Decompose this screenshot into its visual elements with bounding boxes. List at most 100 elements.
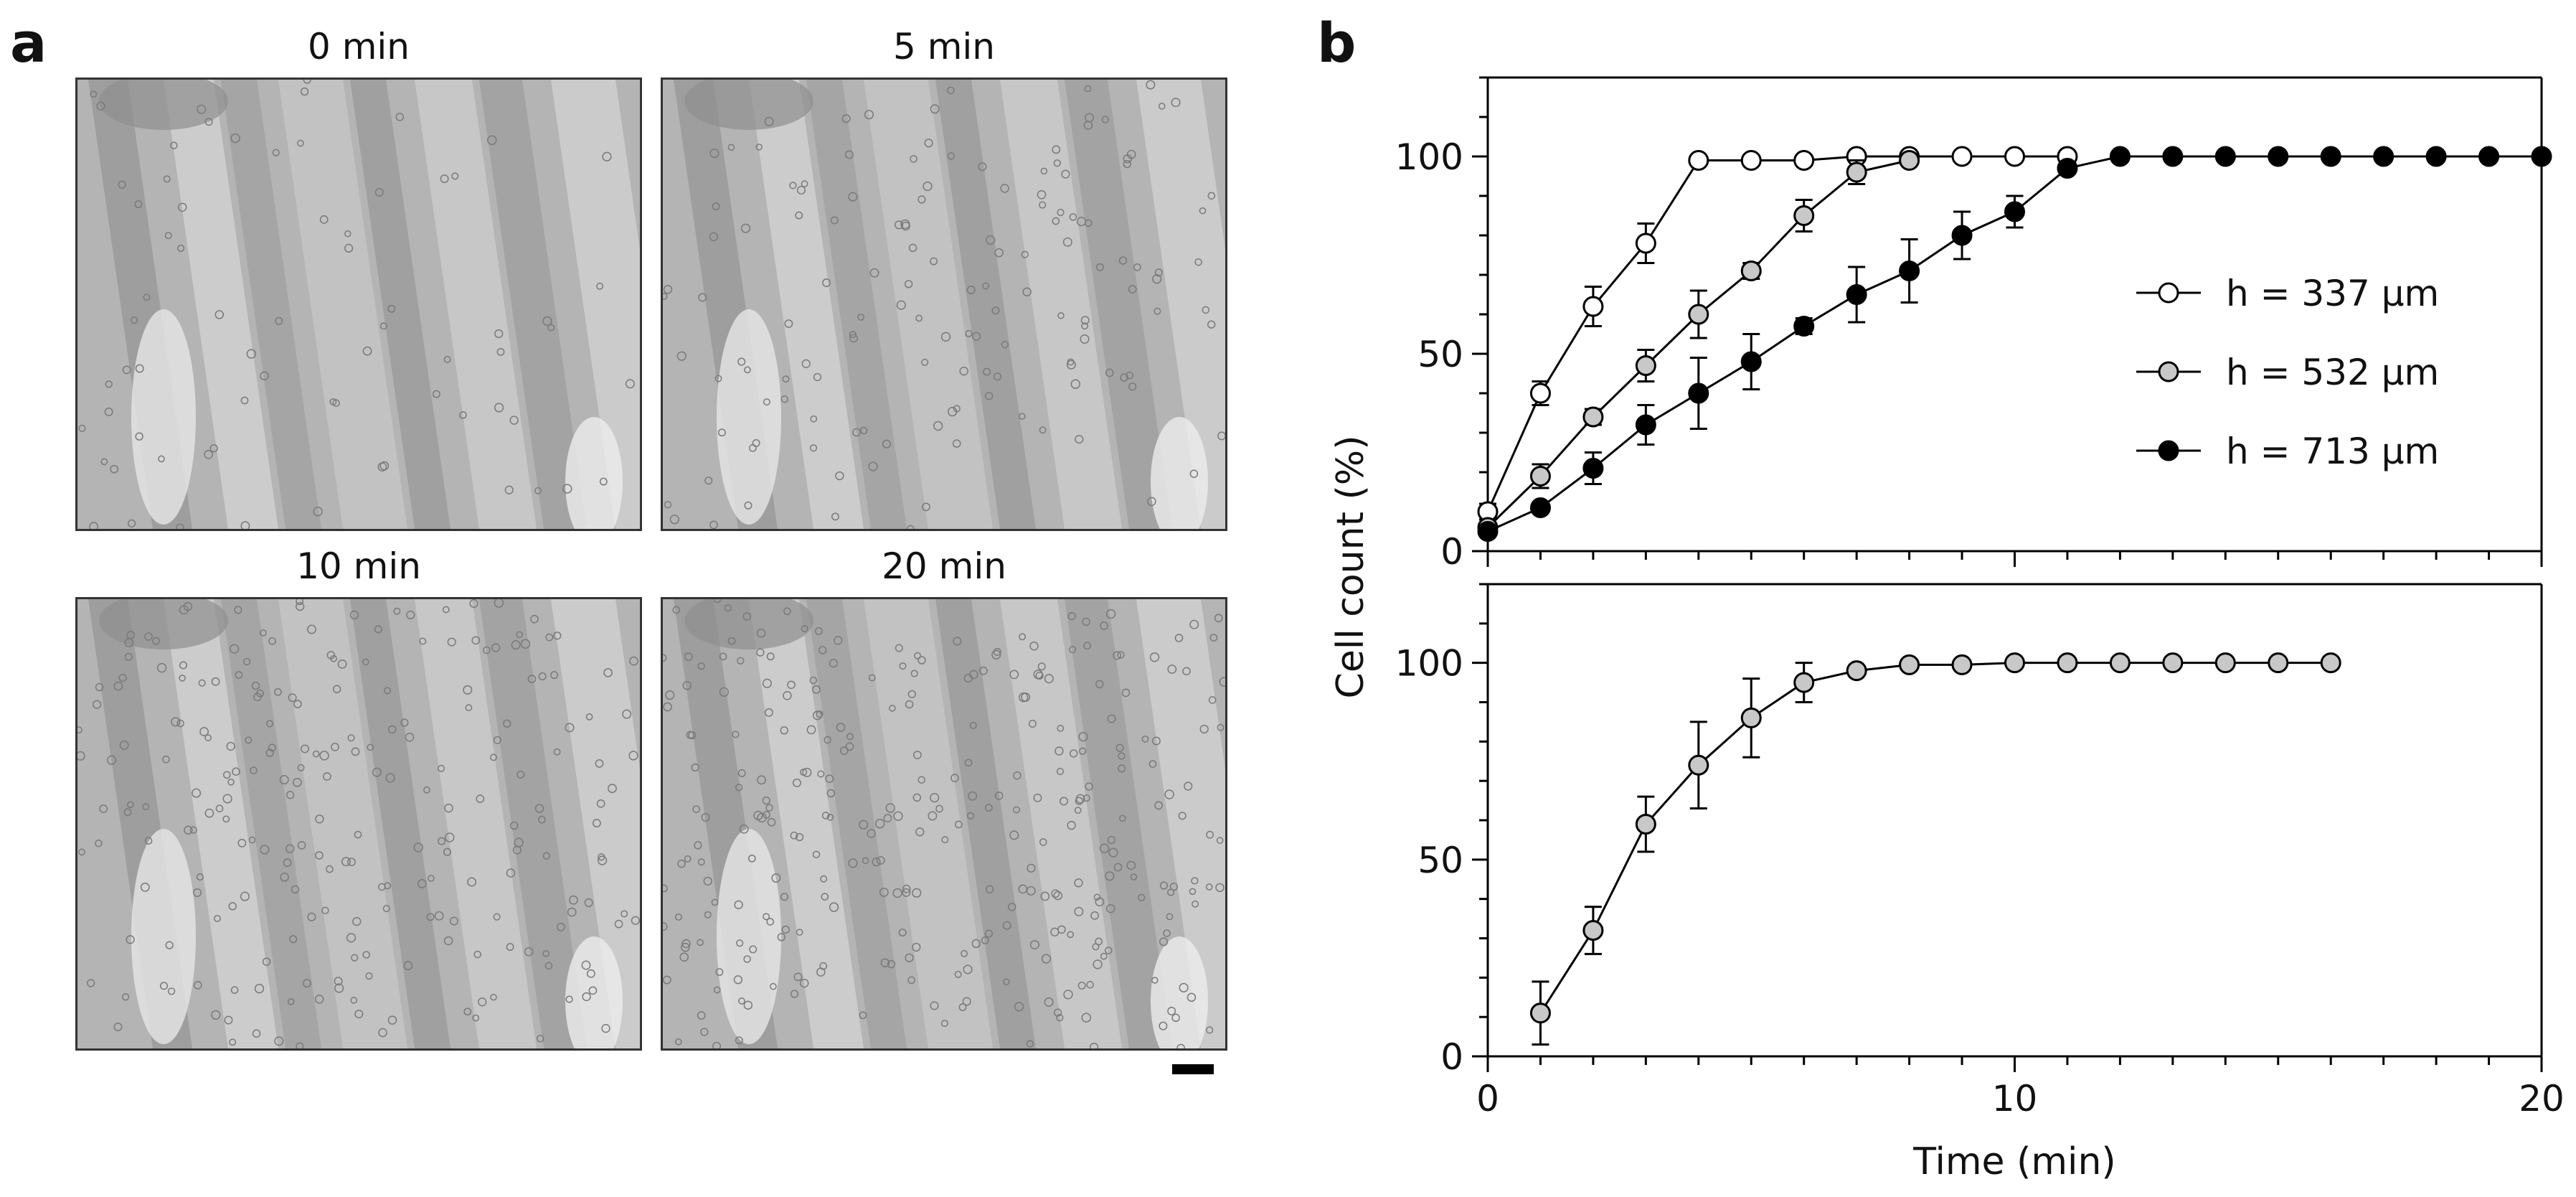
y-tick-label: 50 (1417, 334, 1463, 375)
micrograph-cell (1029, 641, 1039, 651)
micrograph-cell (1039, 426, 1047, 434)
micrograph-cell (165, 941, 174, 949)
micrograph-cell (887, 959, 896, 969)
micrograph-cell (92, 700, 102, 709)
micrograph-cell (734, 900, 743, 910)
micrograph-cell (923, 181, 933, 192)
micrograph-cell (341, 857, 351, 867)
micrograph-cell (1081, 1013, 1092, 1023)
micrograph-cell (969, 721, 977, 729)
series (1477, 146, 2552, 542)
micrograph-cell (1151, 977, 1159, 984)
micrograph-cell (130, 316, 138, 324)
micrograph-cell (801, 180, 808, 188)
micrograph-cell (1053, 891, 1063, 901)
micrograph-cell (1053, 1008, 1062, 1017)
micrograph-cell (816, 710, 824, 718)
micrograph-cell (426, 913, 435, 921)
micrograph-cell (275, 316, 283, 325)
micrograph-cell (831, 512, 839, 521)
data-point (1846, 660, 1867, 682)
micrograph-cell (744, 366, 751, 374)
micrograph-cell (1037, 662, 1046, 671)
micrograph-cell (123, 808, 132, 817)
micrograph-cell (1039, 201, 1047, 209)
micrograph-cell (550, 671, 559, 680)
micrograph-cell (680, 942, 690, 952)
micrograph-cell (1069, 646, 1077, 654)
micrograph-cell (1148, 760, 1157, 768)
micrograph-cell (163, 175, 171, 183)
micrograph-cell (1152, 274, 1162, 284)
micrograph-cell (582, 992, 591, 1002)
micrograph-bright-region (565, 417, 623, 529)
micrograph-cell (372, 767, 382, 777)
micrograph-cell (204, 734, 212, 741)
micrograph-cell (413, 842, 423, 853)
micrograph-cell (222, 794, 232, 804)
micrograph-cell (719, 687, 729, 697)
micrograph-cell (584, 898, 593, 908)
micrograph-cell (387, 725, 397, 734)
micrograph-cell (538, 672, 547, 681)
micrograph-cell (553, 748, 561, 756)
micrograph-cell (981, 937, 989, 944)
micrograph-cell (801, 624, 808, 633)
micrograph-cell (1001, 340, 1009, 349)
micrograph-cell (846, 733, 854, 741)
micrograph-cell (198, 679, 206, 687)
micrograph-cell (905, 953, 914, 962)
micrograph-cell (124, 652, 133, 661)
micrograph-cell (1186, 992, 1197, 1003)
micrograph-cell (713, 599, 722, 604)
micrograph-cell (963, 964, 973, 975)
micrograph-cell (917, 776, 925, 784)
data-point (1477, 521, 1499, 542)
micrograph-cell (463, 685, 473, 695)
micrograph-cell (113, 681, 123, 691)
legend-marker (2158, 282, 2179, 304)
micrograph-stripe (479, 599, 587, 1048)
micrograph-cell (214, 310, 225, 319)
micrograph-cell (467, 877, 477, 887)
micrograph-cell (297, 139, 304, 147)
micrograph-cell (121, 993, 130, 1001)
micrograph-cell (1126, 860, 1136, 870)
micrograph-bright-region (717, 829, 781, 1044)
data-point (2057, 652, 2078, 674)
y-tick-label: 0 (1440, 1036, 1463, 1078)
micrograph-cell (766, 918, 775, 926)
micrograph-cell (268, 743, 276, 752)
micrograph-cell (966, 286, 976, 294)
data-point (1635, 813, 1656, 835)
micrograph-cell (449, 916, 458, 926)
micrograph-cell (313, 507, 323, 517)
micrograph-cell (478, 998, 487, 1007)
micrograph-cell (222, 815, 230, 823)
micrograph-stripe (551, 599, 640, 1048)
micrograph-cell (1141, 735, 1149, 743)
legend-marker (2158, 361, 2179, 382)
micrograph-cell (171, 717, 181, 727)
micrograph-cell (152, 637, 161, 645)
micrograph-cell (709, 149, 720, 159)
micrograph-cell (921, 502, 930, 512)
micrograph-cell (820, 875, 828, 883)
micrograph-cell (596, 799, 605, 808)
micrograph-cell (301, 744, 309, 754)
micrograph-cell (676, 351, 687, 361)
data-point (1846, 284, 1867, 305)
micrograph-cell (1029, 939, 1039, 950)
micrograph-cell (260, 845, 270, 855)
micrograph-cell (1130, 873, 1138, 881)
micrograph-stripe (749, 599, 864, 1048)
micrograph-cell (293, 700, 302, 708)
micrograph-cell (405, 733, 415, 742)
data-point (1793, 672, 1815, 693)
micrograph-cell (288, 693, 297, 703)
micrograph-cell (1041, 954, 1052, 964)
micrograph-cell (822, 278, 831, 287)
micrograph-cell (1120, 373, 1128, 382)
micrograph-cell (506, 943, 514, 951)
micrograph-dark-region (684, 80, 813, 130)
